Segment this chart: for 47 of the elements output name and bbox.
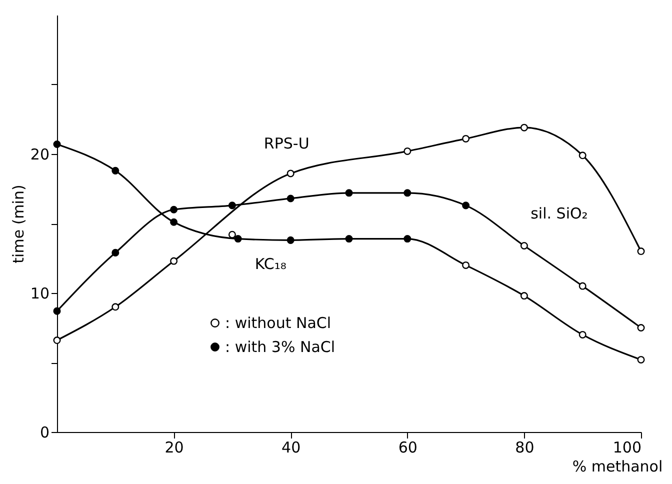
point: [345, 235, 353, 243]
point: [228, 230, 236, 238]
point: [520, 292, 528, 300]
series-label: sil. SiO₂: [530, 204, 588, 223]
point: [170, 257, 178, 265]
point: [404, 147, 412, 155]
x-tick-label: 100: [612, 438, 642, 456]
legend-label: : without NaCl: [225, 314, 332, 332]
series-label: KC₁₈: [254, 255, 286, 274]
x-tick-label: 40: [282, 438, 301, 456]
point: [112, 166, 120, 174]
point: [53, 307, 61, 315]
point: [286, 170, 294, 178]
x-tick-label: 80: [515, 438, 534, 456]
legend-label: : with 3% NaCl: [225, 338, 336, 356]
point: [53, 140, 61, 148]
point: [286, 236, 294, 244]
point: [170, 218, 178, 226]
point: [234, 235, 242, 243]
x-tick-label: 60: [398, 438, 418, 456]
point: [520, 242, 528, 250]
y-tick-label: 0: [40, 424, 50, 442]
point: [520, 124, 528, 132]
point: [637, 324, 645, 332]
point: [404, 189, 412, 197]
point: [462, 134, 470, 142]
point: [112, 248, 120, 256]
y-tick-label: 20: [30, 146, 50, 164]
point: [228, 202, 236, 210]
point: [345, 189, 353, 197]
point: [578, 152, 586, 160]
point: [637, 356, 645, 364]
y-axis-title: time (min): [9, 184, 28, 264]
point: [578, 330, 586, 338]
point: [286, 194, 294, 202]
x-axis-title: % methanol: [572, 458, 663, 476]
point: [170, 206, 178, 214]
point: [462, 202, 470, 210]
point: [578, 282, 586, 290]
point: [637, 248, 645, 256]
x-tick-label: 20: [164, 438, 184, 456]
point: [112, 303, 120, 311]
point: [462, 261, 470, 269]
y-tick-label: 10: [30, 284, 50, 302]
series-label: RPS-U: [264, 134, 310, 152]
point: [53, 336, 61, 344]
point: [404, 235, 412, 243]
